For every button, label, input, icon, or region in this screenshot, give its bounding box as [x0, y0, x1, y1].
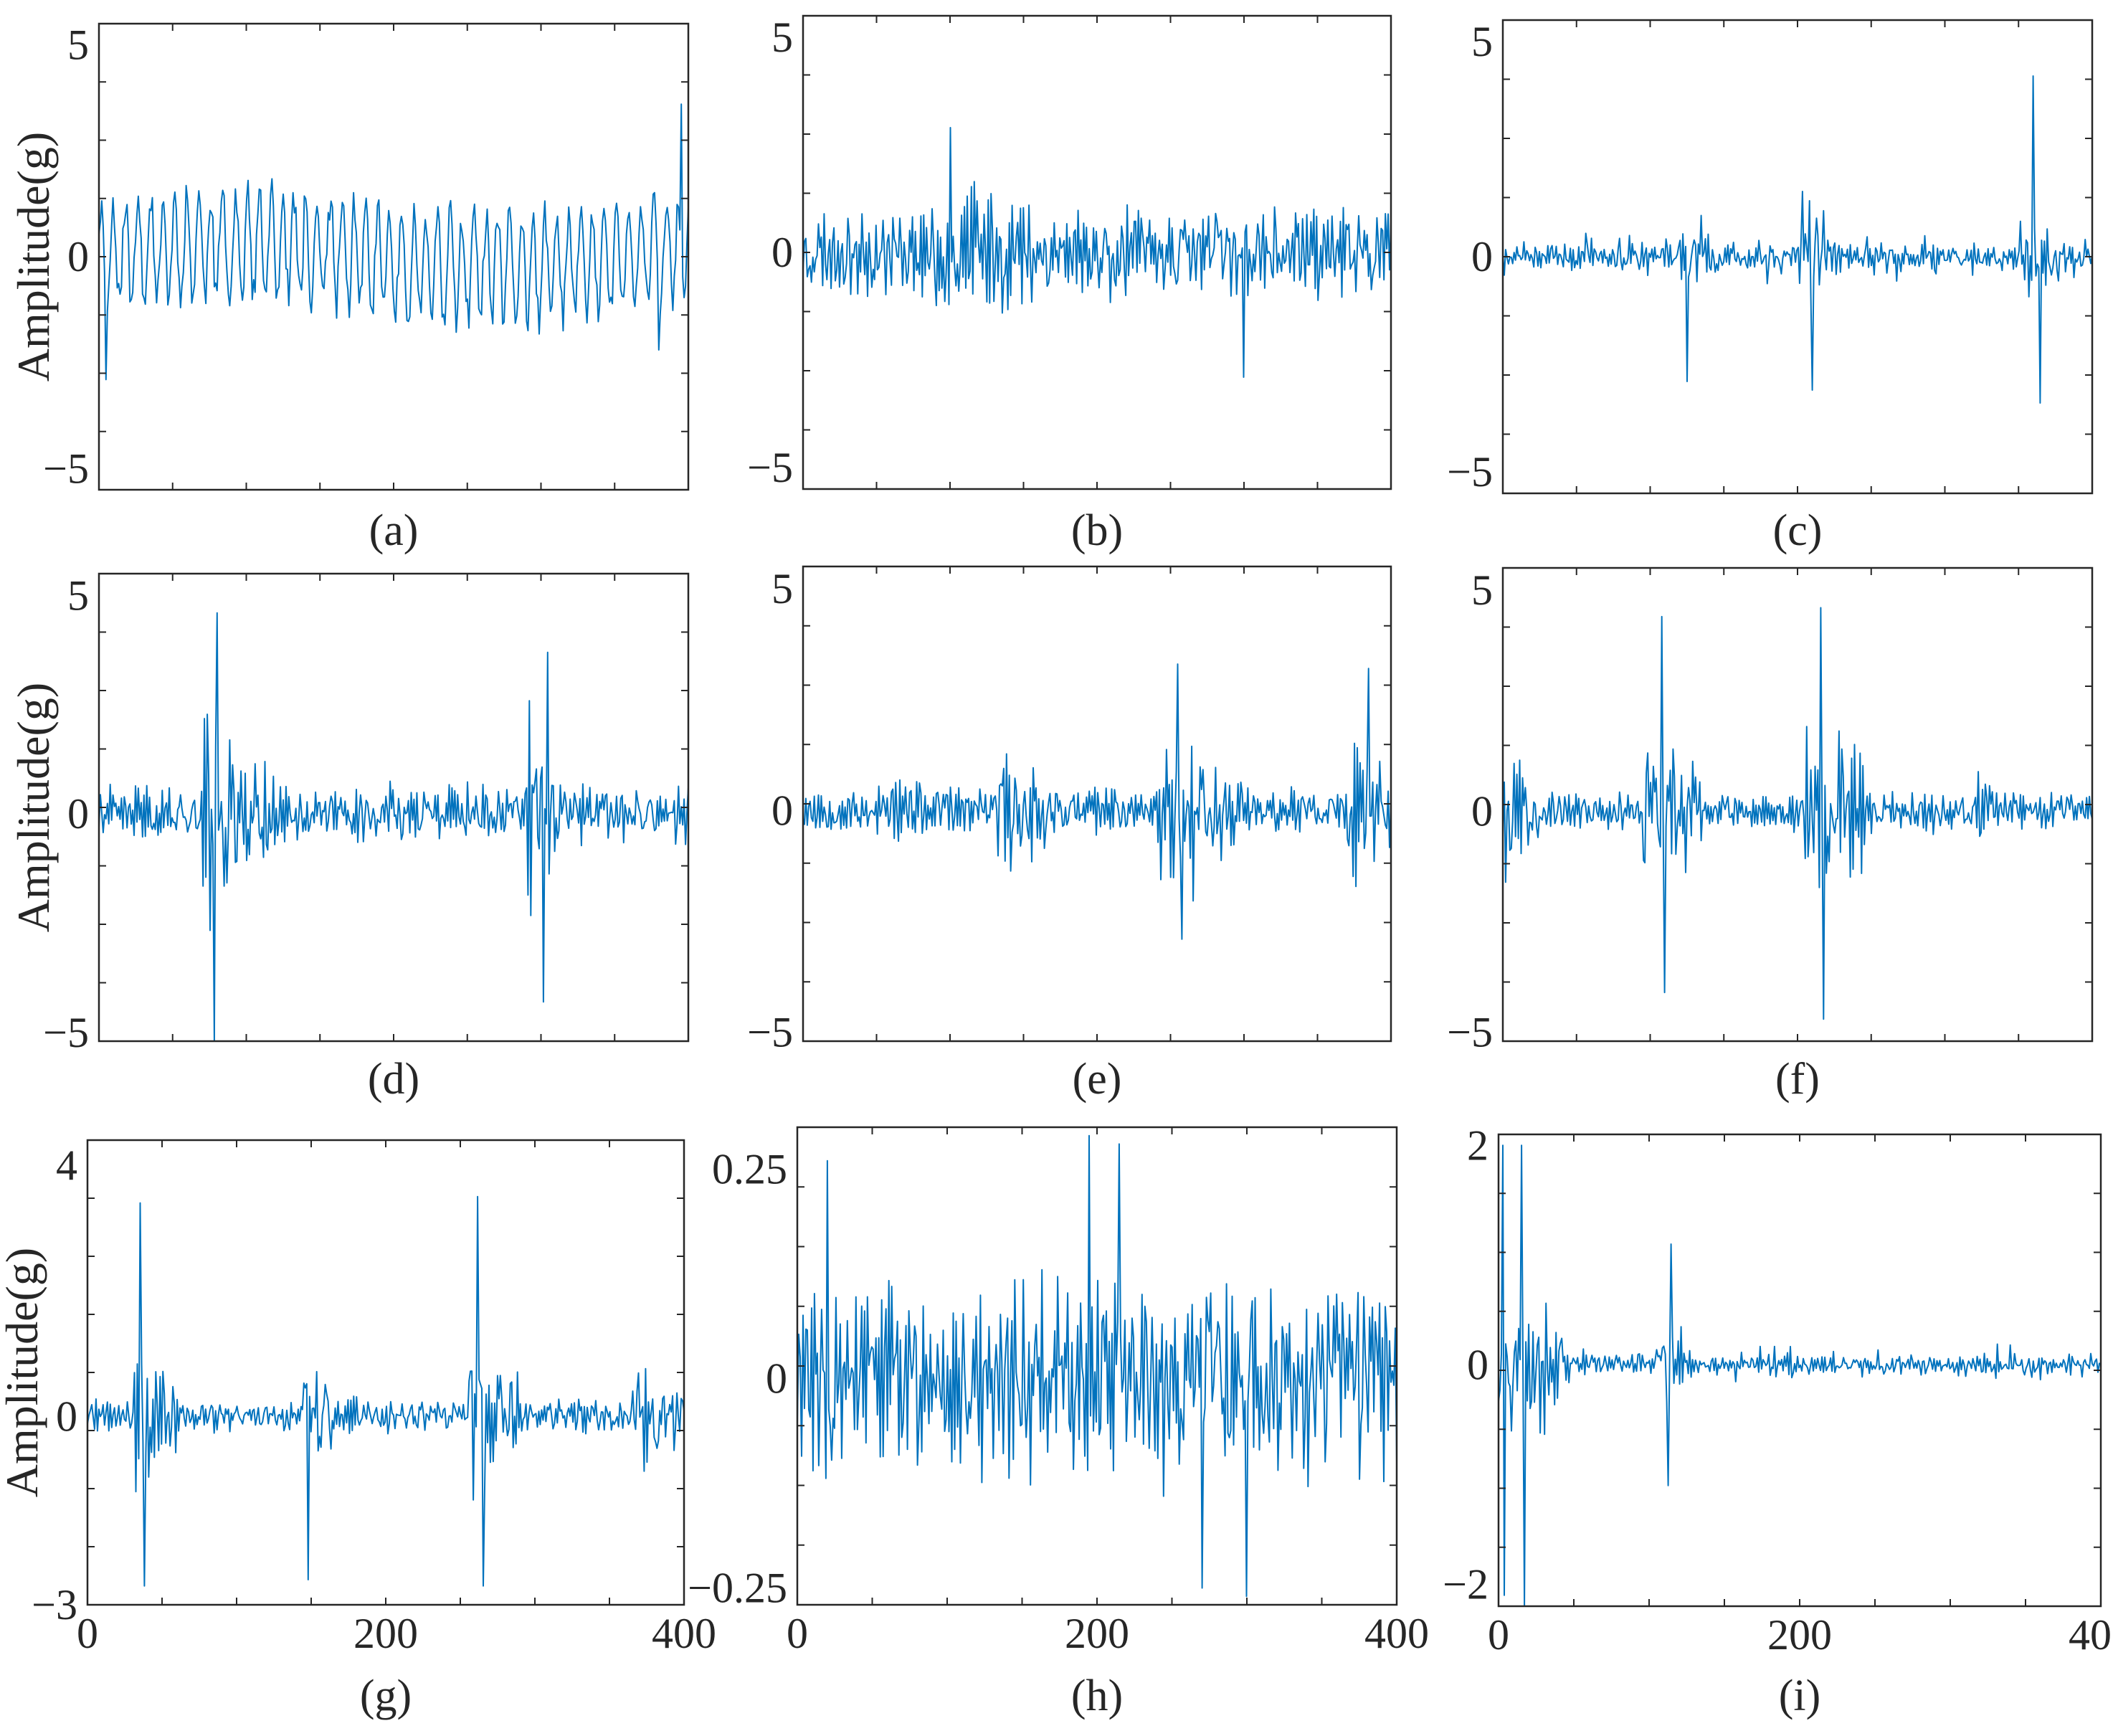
axes-frame-g	[86, 1139, 685, 1606]
y-tick-label: 0	[67, 790, 89, 838]
y-tick-label: 5	[1471, 18, 1493, 65]
y-tick-label: −0.25	[688, 1565, 787, 1612]
y-tick-label: −5	[1447, 1009, 1493, 1056]
panel-e: 5 0 −5 (e)	[747, 565, 1392, 1104]
panel-caption: (e)	[1073, 1055, 1122, 1104]
y-tick-label: −3	[32, 1581, 77, 1628]
y-tick-label: 5	[771, 14, 793, 61]
y-tick-label: −5	[747, 444, 793, 491]
x-tick-label: 400	[1364, 1610, 1429, 1657]
axes-frame-i	[1497, 1133, 2102, 1608]
panel-caption: (g)	[360, 1671, 412, 1720]
y-axis-label: Amplitude(g)	[8, 683, 59, 932]
x-tick-label: 200	[1065, 1610, 1129, 1657]
series-line-h	[797, 1134, 1397, 1598]
series-line-g	[87, 1195, 685, 1587]
y-tick-label: 5	[67, 22, 89, 69]
x-tick-label: 400	[2069, 1611, 2113, 1659]
series-line-c	[1502, 75, 2093, 404]
panel-d: 5 0 −5 Amplitude(g) (d)	[8, 571, 690, 1104]
y-tick-label: 5	[67, 571, 89, 619]
y-tick-label: 5	[1471, 566, 1493, 614]
x-tick-label: 0	[1488, 1611, 1509, 1659]
panel-caption: (h)	[1071, 1671, 1123, 1720]
panel-caption: (i)	[1779, 1671, 1821, 1720]
panel-caption: (d)	[368, 1055, 419, 1104]
series-line-i	[1498, 1144, 2102, 1607]
panel-caption: (b)	[1071, 506, 1123, 555]
y-tick-label: −5	[43, 1009, 89, 1056]
y-tick-label: 0	[771, 787, 793, 834]
y-tick-label: 0	[1471, 787, 1493, 835]
panel-a: 5 0 −5 Amplitude(g) (a)	[8, 22, 690, 555]
x-tick-label: 0	[787, 1610, 808, 1657]
panel-caption: (c)	[1773, 506, 1823, 555]
x-tick-label: 400	[652, 1610, 716, 1657]
x-tick-label: 0	[77, 1610, 98, 1657]
y-tick-label: −5	[1447, 448, 1493, 495]
panel-h: 0.250−0.250 200 400(h)	[688, 1126, 1429, 1720]
axes-frame-a	[98, 22, 690, 491]
series-line-b	[802, 127, 1392, 378]
panel-f: 5 0 −5 (f)	[1447, 566, 2094, 1104]
y-tick-label: 0.25	[712, 1145, 787, 1192]
panel-i: 20−20200400(i)	[1443, 1121, 2113, 1720]
series-line-a	[98, 103, 689, 381]
y-tick-label: 0	[67, 233, 89, 280]
y-tick-label: 0	[771, 229, 793, 276]
panel-caption: (f)	[1775, 1055, 1820, 1104]
y-tick-label: −2	[1443, 1560, 1488, 1608]
y-tick-label: 4	[56, 1142, 77, 1189]
y-tick-label: 0	[766, 1355, 787, 1403]
y-tick-label: 0	[1467, 1341, 1488, 1388]
series-line-e	[802, 663, 1392, 940]
y-tick-label: 0	[56, 1393, 77, 1440]
y-tick-label: 0	[1471, 233, 1493, 280]
panel-caption: (a)	[369, 506, 419, 555]
series-line-f	[1502, 607, 2093, 1020]
series-line-d	[98, 612, 689, 1042]
panel-b: 5 0 −5 (b)	[747, 14, 1392, 555]
y-tick-label: −5	[43, 445, 89, 492]
y-tick-label: 2	[1467, 1121, 1488, 1169]
x-tick-label: 200	[353, 1610, 418, 1657]
x-tick-label: 200	[1767, 1611, 1832, 1659]
y-tick-label: −5	[747, 1009, 793, 1056]
y-axis-label: Amplitude(g)	[0, 1248, 47, 1497]
y-axis-label: Amplitude(g)	[8, 132, 59, 381]
y-tick-label: 5	[771, 565, 793, 612]
panel-c: 5 0 −5 (c)	[1447, 18, 2094, 555]
